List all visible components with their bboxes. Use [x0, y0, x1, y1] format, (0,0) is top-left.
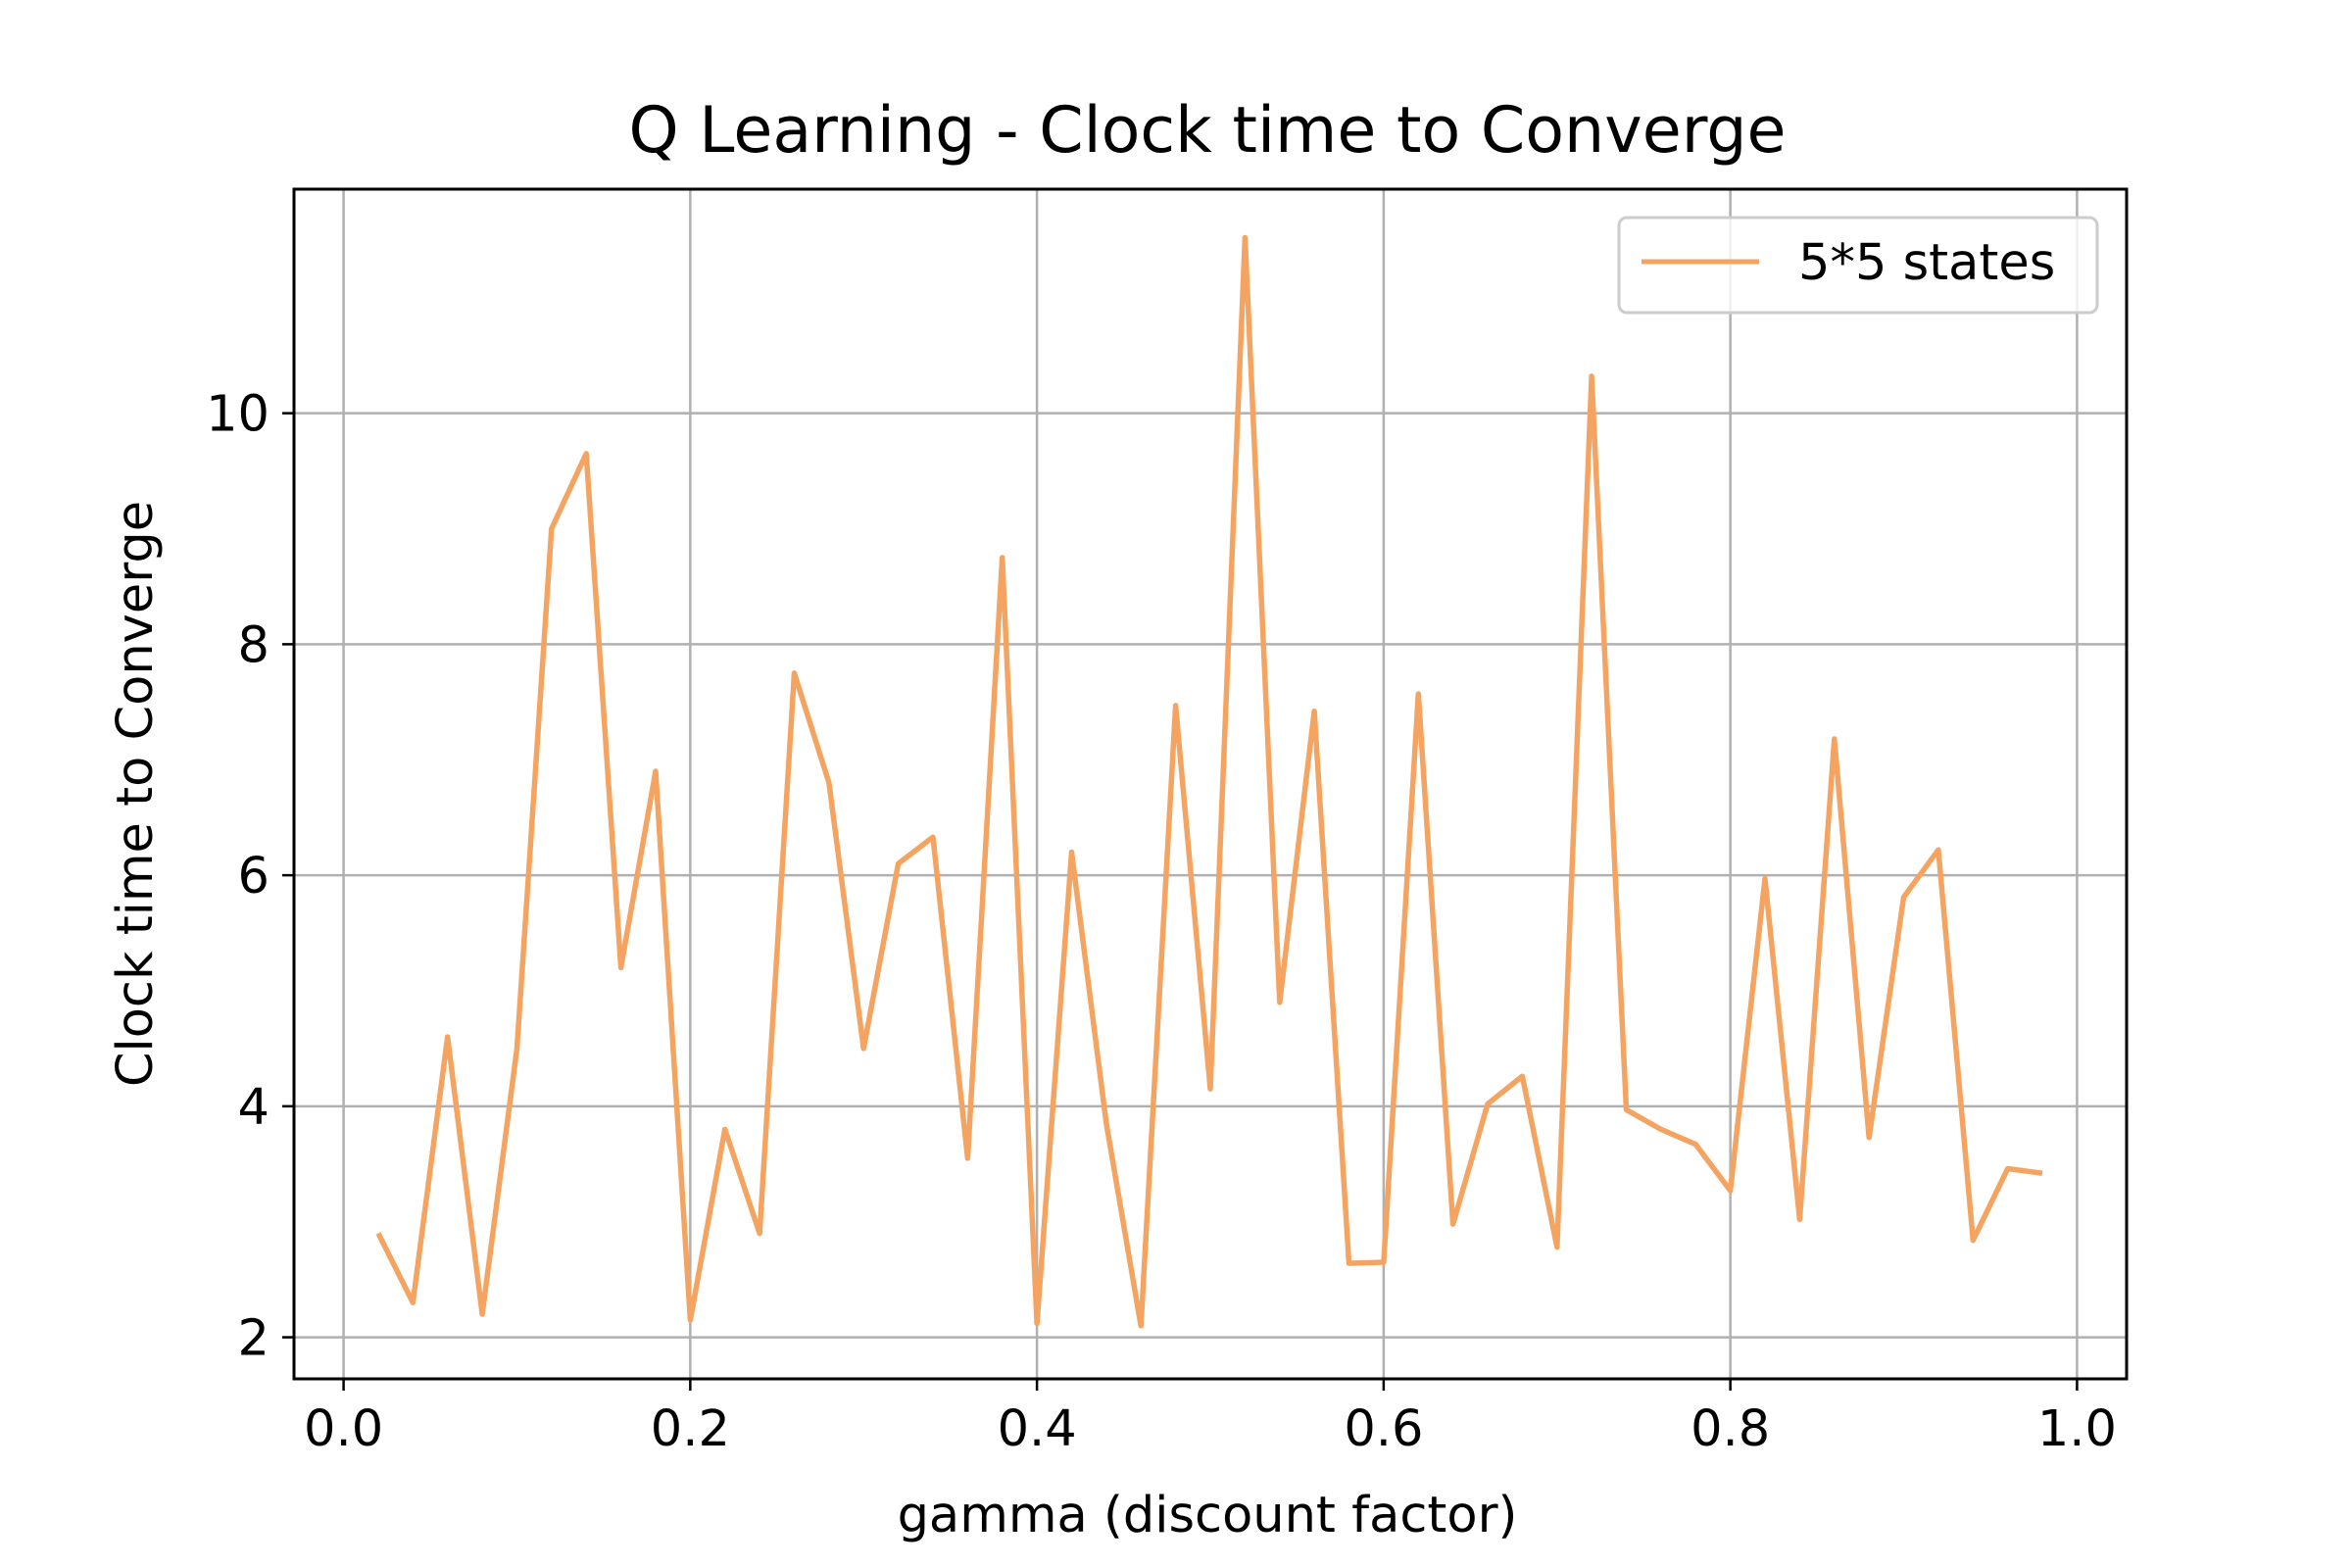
y-tick-label: 10	[206, 386, 270, 444]
x-tick-label: 0.8	[1690, 1400, 1770, 1458]
x-tick-label: 1.0	[2037, 1400, 2117, 1458]
x-tick-label: 0.4	[998, 1400, 1077, 1458]
y-axis-label: Clock time to Converge	[107, 501, 165, 1087]
legend-label: 5*5 states	[1798, 234, 2055, 292]
x-tick-label: 0.0	[304, 1400, 383, 1458]
y-tick-label: 8	[238, 616, 270, 674]
chart-title: Q Learning - Clock time to Converge	[628, 94, 1786, 168]
legend: 5*5 states	[1617, 216, 2099, 315]
y-tick-label: 6	[238, 848, 270, 906]
legend-box	[1617, 216, 2099, 315]
y-axis-ticks: 2 4 6 8 10	[206, 386, 294, 1368]
x-axis-ticks: 0.0 0.2 0.4 0.6 0.8 1.0	[304, 1379, 2117, 1458]
y-tick-label: 2	[238, 1310, 270, 1368]
grid	[294, 189, 2127, 1379]
plot-area-frame	[292, 187, 2129, 1381]
x-tick-label: 0.2	[651, 1400, 730, 1458]
y-tick-label: 4	[238, 1079, 270, 1137]
x-tick-label: 0.6	[1344, 1400, 1423, 1458]
series-line	[375, 234, 2043, 1329]
series-layer	[375, 234, 2043, 1329]
x-axis-label: gamma (discount factor)	[898, 1487, 1518, 1544]
